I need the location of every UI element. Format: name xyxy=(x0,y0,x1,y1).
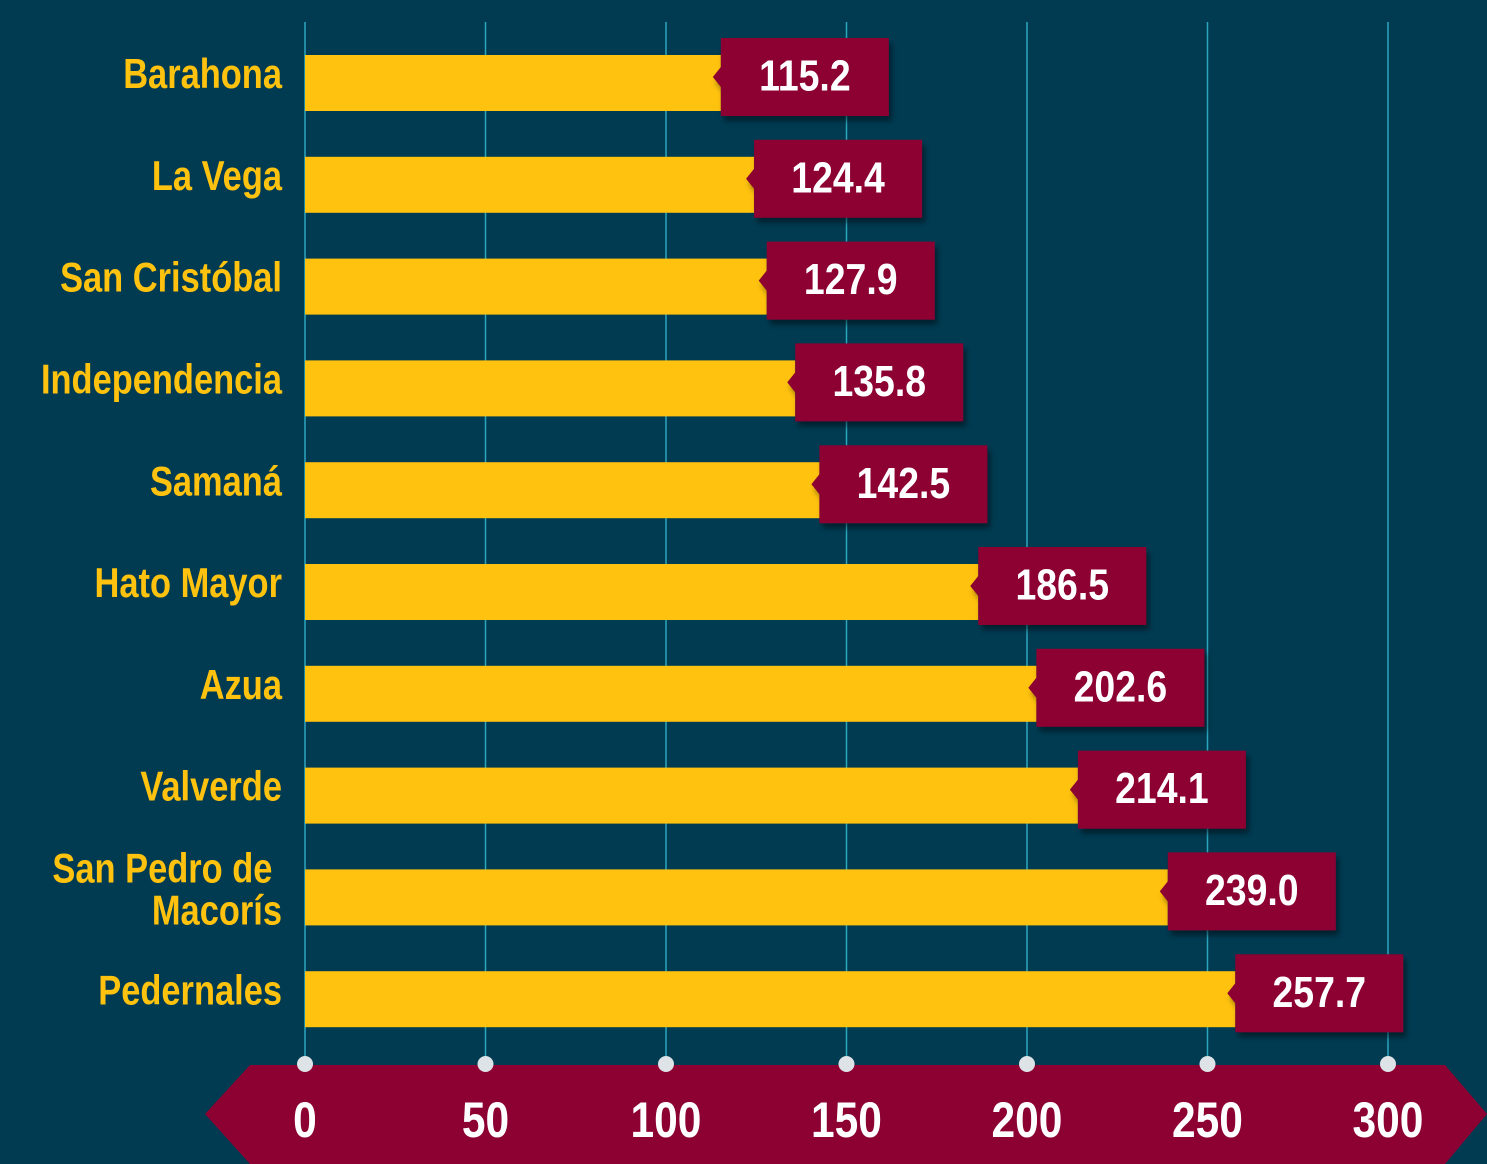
tick-dot xyxy=(838,1056,855,1072)
x-tick-label: 50 xyxy=(462,1092,509,1148)
value-label-box xyxy=(712,38,889,116)
bar xyxy=(305,564,979,620)
axis-band xyxy=(205,1065,1487,1164)
tick-dot xyxy=(1019,1056,1035,1072)
value-label: 202.6 xyxy=(1074,662,1168,712)
value-label-box xyxy=(787,343,964,422)
value-label-box xyxy=(746,139,923,218)
x-tick-label: 0 xyxy=(293,1092,317,1148)
bar xyxy=(305,156,755,213)
y-tick-label: Pedernales xyxy=(98,967,282,1014)
bar xyxy=(305,869,1168,926)
label-line: Macorís xyxy=(152,887,282,934)
bar xyxy=(305,665,1037,722)
value-label-box xyxy=(970,547,1147,625)
tick-dot xyxy=(477,1056,494,1072)
label-line: San Pedro de xyxy=(52,845,282,892)
bar xyxy=(305,971,1236,1028)
value-label: 127.9 xyxy=(804,254,898,304)
bar xyxy=(305,258,767,315)
x-tick-label: 300 xyxy=(1353,1092,1424,1148)
y-tick-label: Hato Mayor xyxy=(95,560,283,607)
value-label: 124.4 xyxy=(791,153,885,203)
tick-dot xyxy=(658,1056,674,1072)
y-tick-label: Independencia xyxy=(41,356,283,403)
value-label-box xyxy=(811,445,988,524)
tick-dot xyxy=(1380,1056,1396,1072)
bar xyxy=(305,462,820,519)
x-tick-label: 200 xyxy=(992,1092,1063,1148)
value-label: 257.7 xyxy=(1273,967,1367,1017)
tick-dot xyxy=(297,1056,313,1072)
value-label-box xyxy=(1159,852,1336,931)
y-tick-label: Barahona xyxy=(123,51,282,98)
y-tick-label: Valverde xyxy=(140,764,282,811)
bar xyxy=(305,360,796,417)
value-label: 135.8 xyxy=(832,356,926,406)
value-label: 142.5 xyxy=(857,458,951,508)
value-label-box xyxy=(1227,954,1404,1033)
value-label: 214.1 xyxy=(1115,763,1209,813)
y-tick-label: Samaná xyxy=(150,458,283,505)
tick-dot xyxy=(1199,1056,1216,1072)
value-label-box xyxy=(1028,648,1205,727)
y-tick-label: San Cristóbal xyxy=(60,255,282,302)
x-tick-label: 100 xyxy=(631,1092,702,1148)
y-tick-label: La Vega xyxy=(152,153,283,200)
value-label-box xyxy=(758,241,935,320)
value-label: 115.2 xyxy=(759,51,851,101)
value-label: 186.5 xyxy=(1015,560,1109,610)
bar xyxy=(305,55,721,111)
bar xyxy=(305,767,1078,824)
y-tick-label: Azua xyxy=(200,662,283,709)
value-label: 239.0 xyxy=(1205,865,1299,915)
x-tick-label: 150 xyxy=(811,1092,882,1148)
value-label-box xyxy=(1069,750,1246,829)
x-tick-label: 250 xyxy=(1172,1092,1243,1148)
y-tick-label: San Pedro de Macorís xyxy=(52,845,282,934)
